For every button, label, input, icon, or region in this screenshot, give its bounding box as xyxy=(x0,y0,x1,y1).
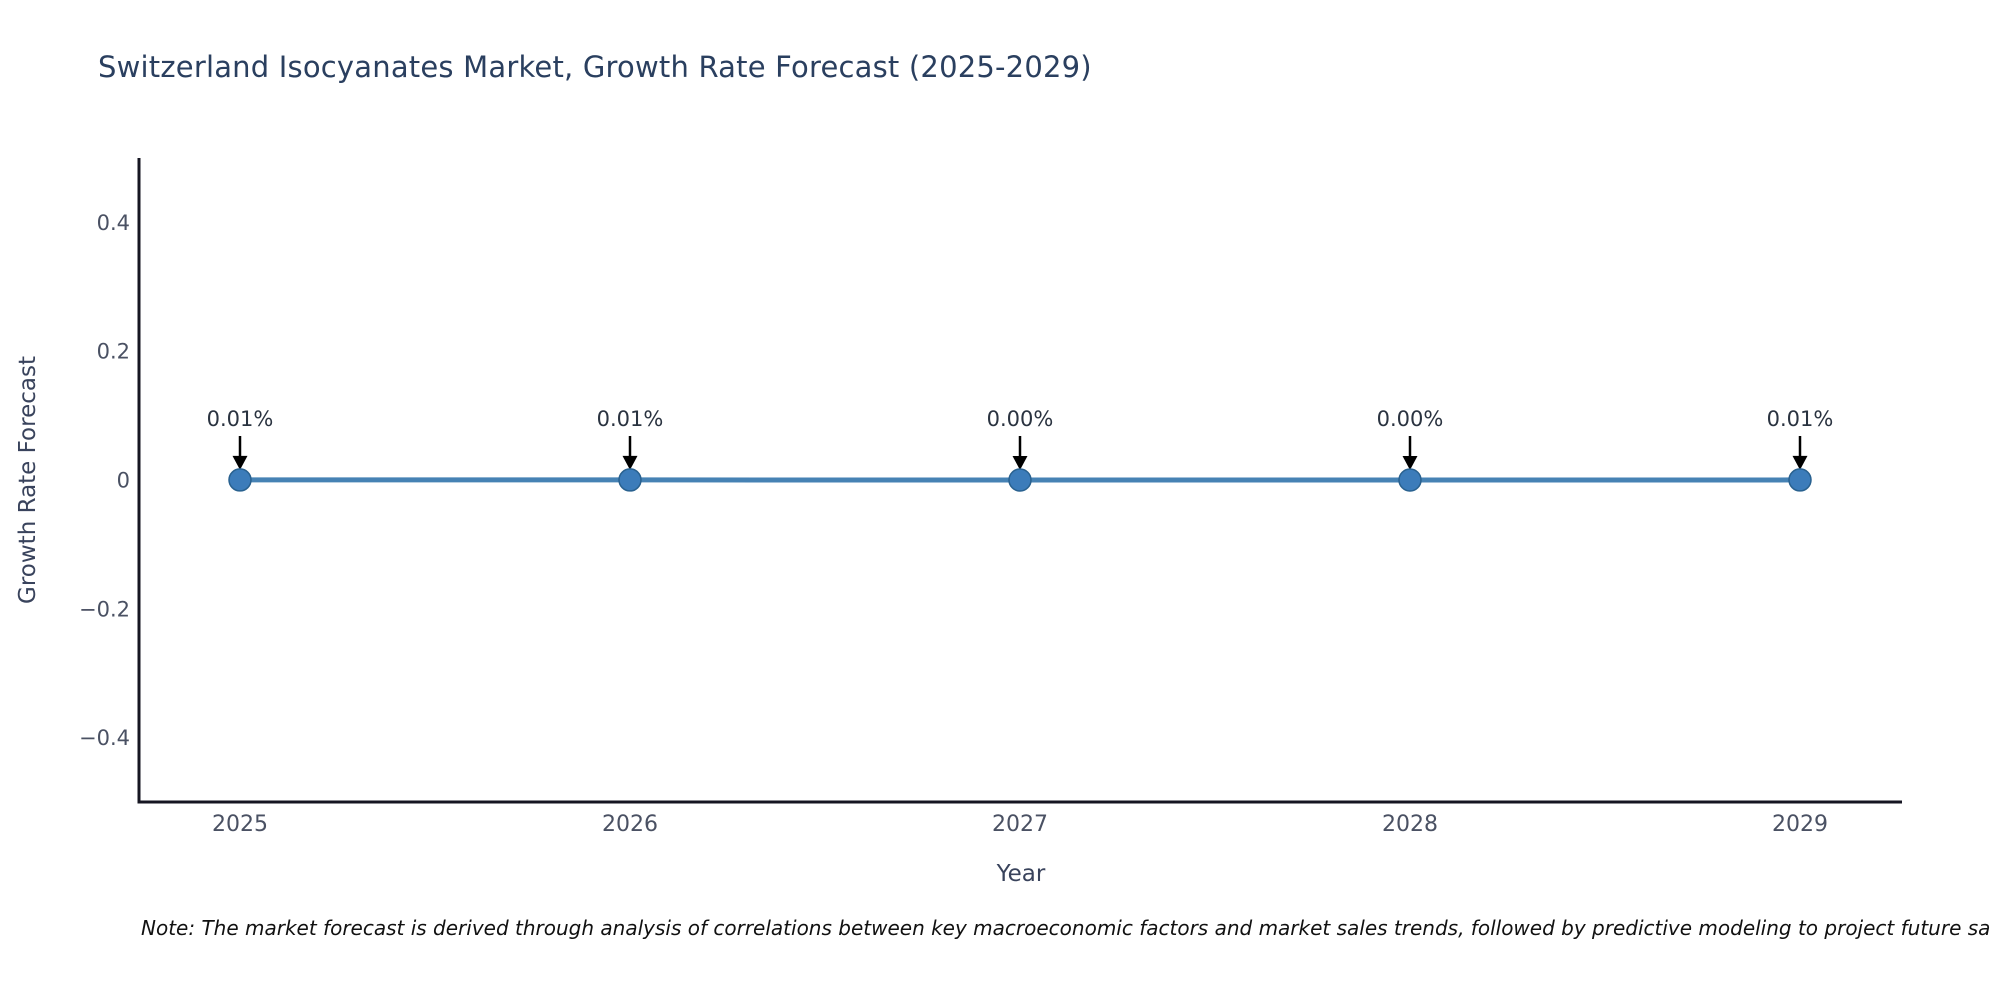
point-annotation-label: 0.00% xyxy=(987,407,1054,431)
annotation-arrowhead-icon xyxy=(622,455,638,470)
point-annotation-label: 0.01% xyxy=(207,407,274,431)
y-tick-label: 0 xyxy=(117,469,130,493)
data-point-2029[interactable] xyxy=(1788,468,1812,492)
x-tick-label: 2026 xyxy=(602,812,658,837)
y-tick-label: 0.4 xyxy=(97,211,130,235)
point-annotation-label: 0.00% xyxy=(1377,407,1444,431)
footnote: Note: The market forecast is derived thr… xyxy=(141,916,1991,940)
annotation-arrowhead-icon xyxy=(1402,456,1418,470)
data-point-2028[interactable] xyxy=(1398,468,1422,492)
y-tick-label: 0.2 xyxy=(97,340,130,364)
x-tick-label: 2027 xyxy=(992,812,1048,837)
x-tick-label: 2028 xyxy=(1382,812,1438,837)
data-point-2025[interactable] xyxy=(228,468,252,492)
annotation-arrowhead-icon xyxy=(232,455,248,470)
y-tick-label: −0.4 xyxy=(79,726,130,750)
chart-title: Switzerland Isocyanates Market, Growth R… xyxy=(98,50,1092,84)
point-annotation-label: 0.01% xyxy=(1767,407,1834,431)
annotation-arrowhead-icon xyxy=(1012,456,1028,470)
point-annotation-label: 0.01% xyxy=(597,407,664,431)
x-tick-label: 2025 xyxy=(212,812,268,837)
data-point-2027[interactable] xyxy=(1008,468,1032,492)
annotation-arrowhead-icon xyxy=(1792,455,1808,470)
x-axis-title: Year xyxy=(996,861,1046,887)
data-point-2026[interactable] xyxy=(618,468,642,492)
y-tick-label: −0.2 xyxy=(79,597,130,621)
x-tick-label: 2029 xyxy=(1772,812,1828,837)
